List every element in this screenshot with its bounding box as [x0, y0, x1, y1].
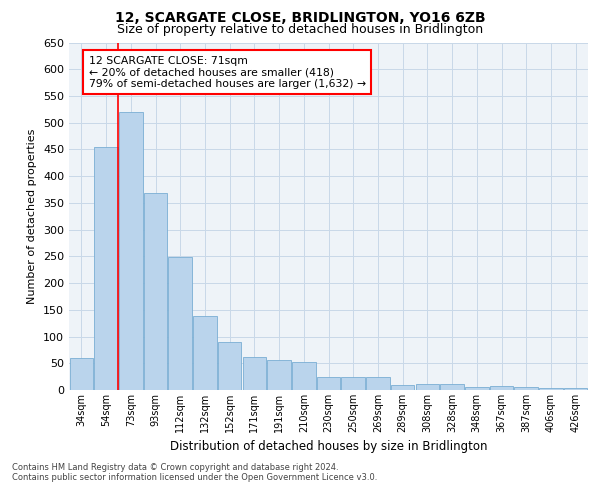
Bar [416, 384, 439, 390]
Text: Contains public sector information licensed under the Open Government Licence v3: Contains public sector information licen… [12, 472, 377, 482]
Bar [465, 387, 488, 390]
Bar [268, 360, 291, 390]
Bar [242, 357, 266, 390]
Text: Size of property relative to detached houses in Bridlington: Size of property relative to detached ho… [117, 22, 483, 36]
Bar [490, 386, 513, 390]
Bar [193, 316, 217, 390]
Text: 12, SCARGATE CLOSE, BRIDLINGTON, YO16 6ZB: 12, SCARGATE CLOSE, BRIDLINGTON, YO16 6Z… [115, 12, 485, 26]
Bar [70, 358, 93, 390]
Text: Contains HM Land Registry data © Crown copyright and database right 2024.: Contains HM Land Registry data © Crown c… [12, 462, 338, 471]
Y-axis label: Number of detached properties: Number of detached properties [28, 128, 37, 304]
Bar [391, 384, 415, 390]
Bar [292, 362, 316, 390]
Bar [119, 112, 143, 390]
Bar [366, 376, 389, 390]
Text: 12 SCARGATE CLOSE: 71sqm
← 20% of detached houses are smaller (418)
79% of semi-: 12 SCARGATE CLOSE: 71sqm ← 20% of detach… [89, 56, 366, 89]
Bar [144, 194, 167, 390]
Bar [169, 258, 192, 390]
X-axis label: Distribution of detached houses by size in Bridlington: Distribution of detached houses by size … [170, 440, 487, 454]
Bar [440, 384, 464, 390]
Bar [514, 388, 538, 390]
Bar [539, 388, 563, 390]
Bar [317, 376, 340, 390]
Bar [218, 342, 241, 390]
Bar [341, 376, 365, 390]
Bar [94, 147, 118, 390]
Bar [564, 388, 587, 390]
